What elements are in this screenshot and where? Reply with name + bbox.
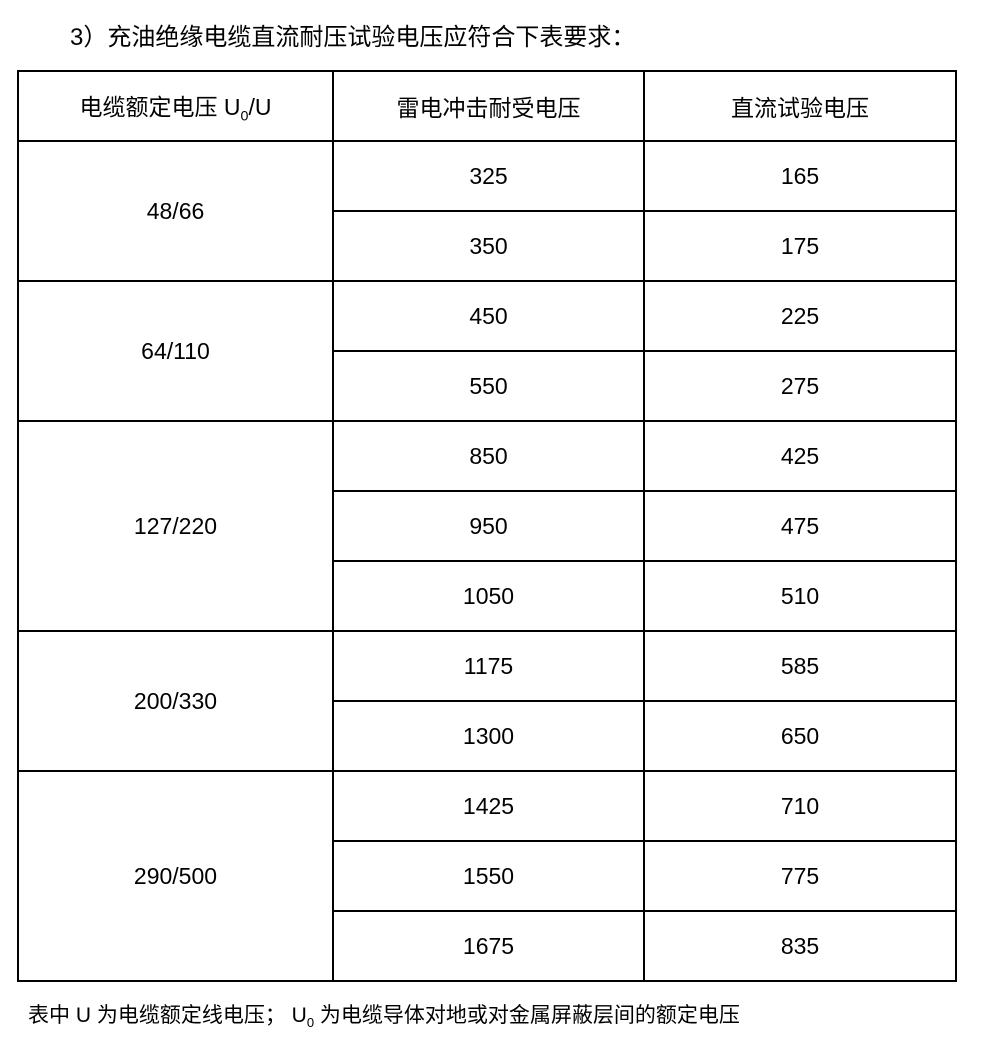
table-footnote: 表中 U 为电缆额定线电压； U0 为电缆导体对地或对金属屏蔽层间的额定电压 <box>28 1003 996 1036</box>
dc-test-voltage-cell: 775 <box>643 840 957 912</box>
voltage-table: 电缆额定电压 U0/U 雷电冲击耐受电压 直流试验电压 48/66 325 16… <box>17 70 957 982</box>
dc-test-voltage-cell: 510 <box>643 560 957 632</box>
table-row: 950 475 <box>18 490 957 562</box>
dc-test-voltage-cell: 475 <box>643 490 957 562</box>
dc-test-voltage-cell: 225 <box>643 280 957 352</box>
footnote-part1: 表中 U 为电缆额定线电压； U <box>28 1004 307 1027</box>
rated-voltage-cell: 48/66 <box>17 140 334 282</box>
table-header-row: 电缆额定电压 U0/U 雷电冲击耐受电压 直流试验电压 <box>17 70 957 142</box>
table-row: 48/66 325 165 <box>17 140 957 282</box>
impulse-voltage-cell: 1175 <box>332 630 645 702</box>
impulse-voltage-cell: 350 <box>332 210 645 282</box>
impulse-voltage-cell: 1550 <box>332 840 645 912</box>
table-row: 290/500 1425 710 <box>17 770 957 982</box>
impulse-voltage-cell: 1425 <box>332 770 645 842</box>
rated-voltage-header-text: 电缆额定电压 U <box>79 93 241 120</box>
dc-test-voltage-cell: 425 <box>643 420 957 492</box>
footnote-part2: 为电缆导体对地或对金属屏蔽层间的额定电压 <box>314 1004 740 1027</box>
table-row: 550 275 <box>18 350 957 422</box>
impulse-voltage-cell: 1675 <box>332 910 645 982</box>
table-row: 1050 510 <box>18 560 957 632</box>
rated-voltage-cell: 290/500 <box>17 770 334 982</box>
column-header-impulse-voltage: 雷电冲击耐受电压 <box>332 70 645 142</box>
dc-test-voltage-cell: 585 <box>643 630 957 702</box>
column-header-dc-test-voltage: 直流试验电压 <box>643 70 957 142</box>
table-row: 200/330 1175 585 <box>17 630 957 772</box>
column-header-rated-voltage: 电缆额定电压 U0/U <box>17 70 334 142</box>
dc-test-voltage-cell: 165 <box>643 140 957 212</box>
rated-voltage-cell: 200/330 <box>17 630 334 772</box>
page-title: 3）充油绝缘电缆直流耐压试验电压应符合下表要求： <box>70 24 636 51</box>
impulse-voltage-cell: 850 <box>332 420 645 492</box>
dc-test-voltage-cell: 835 <box>643 910 957 982</box>
table-row: 64/110 450 225 <box>17 280 957 422</box>
rated-voltage-cell: 127/220 <box>17 420 334 632</box>
footnote-subscript: 0 <box>306 1015 315 1031</box>
dc-test-voltage-cell: 275 <box>643 350 957 422</box>
table-row: 1550 775 <box>18 840 957 912</box>
impulse-voltage-cell: 950 <box>332 490 645 562</box>
impulse-voltage-cell: 450 <box>332 280 645 352</box>
rated-voltage-header-tail: /U <box>248 93 272 120</box>
rated-voltage-cell: 64/110 <box>17 280 334 422</box>
impulse-voltage-cell: 325 <box>332 140 645 212</box>
table-row: 127/220 850 425 <box>17 420 957 632</box>
dc-test-voltage-cell: 650 <box>643 700 957 772</box>
impulse-voltage-cell: 550 <box>332 350 645 422</box>
table-row: 1675 835 <box>18 910 957 982</box>
table-row: 1300 650 <box>18 700 957 772</box>
rated-voltage-subscript: 0 <box>240 108 249 125</box>
table-row: 350 175 <box>18 210 957 282</box>
dc-test-voltage-cell: 175 <box>643 210 957 282</box>
dc-test-voltage-cell: 710 <box>643 770 957 842</box>
impulse-voltage-cell: 1050 <box>332 560 645 632</box>
impulse-voltage-cell: 1300 <box>332 700 645 772</box>
